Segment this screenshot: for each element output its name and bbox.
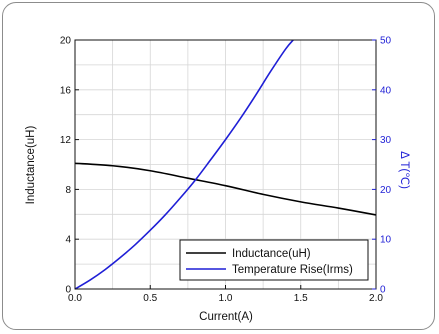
y-left-tick-label: 20 [60, 36, 72, 47]
x-axis-title: Current(A) [199, 311, 253, 323]
x-tick-label: 1.5 [294, 293, 308, 304]
y-left-tick-label: 8 [65, 185, 71, 196]
x-tick-label: 0.0 [68, 293, 82, 304]
y-left-tick-label: 16 [60, 85, 72, 96]
y-right-tick-label: 50 [380, 36, 392, 47]
series-line-temperature-rise [74, 39, 294, 290]
y-right-tick-label: 10 [380, 235, 392, 246]
y-left-tick-label: 0 [65, 285, 71, 296]
y-right-tick-label: 20 [380, 185, 392, 196]
y-left-tick-label: 4 [65, 235, 71, 246]
y-right-tick-label: 40 [380, 85, 392, 96]
legend-box [179, 239, 369, 281]
x-tick-label: 1.0 [219, 293, 233, 304]
x-tick-label: 0.5 [143, 293, 157, 304]
legend: Inductance(uH) Temperature Rise(Irms) [179, 239, 369, 281]
series-lines [74, 39, 377, 290]
y-left-tick-label: 12 [60, 135, 72, 146]
y-axis-right-title: Δ T(℃) [398, 151, 410, 189]
legend-label-inductance: Inductance(uH) [232, 248, 311, 260]
y-right-tick-label: 0 [380, 285, 386, 296]
y-right-tick-label: 30 [380, 135, 392, 146]
y-axis-left-title: Inductance(uH) [25, 126, 37, 205]
x-tick-label: 2.0 [369, 293, 383, 304]
legend-label-temperature-rise: Temperature Rise(Irms) [232, 264, 353, 276]
series-line-inductance [74, 162, 377, 216]
